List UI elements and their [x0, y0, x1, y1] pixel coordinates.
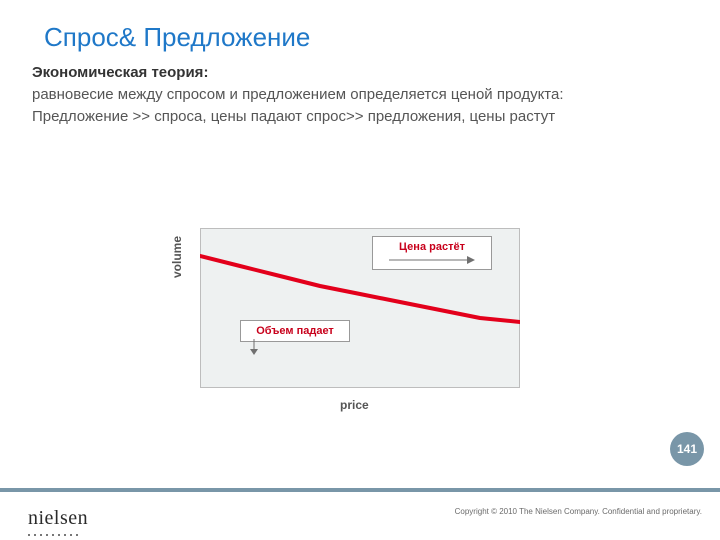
callout-price-rises: Цена растёт	[372, 236, 492, 270]
callout-price-rises-label: Цена растёт	[399, 241, 465, 253]
callout-volume-falls: Объем падает	[240, 320, 350, 342]
demand-curve-chart: volume price Цена растёт Объем падает	[200, 228, 520, 388]
page-number-badge: 141	[670, 432, 704, 466]
callout-volume-falls-label: Объем падает	[256, 325, 334, 337]
body-line-1: равновесие между спросом и предложением …	[32, 86, 564, 103]
arrow-right-icon	[387, 255, 477, 265]
slide: Спрос& Предложение Экономическая теория:…	[0, 0, 720, 540]
slide-subtitle: Экономическая теория:	[32, 64, 208, 81]
copyright-text: Copyright © 2010 The Nielsen Company. Co…	[455, 507, 702, 516]
nielsen-logo-dots	[28, 534, 78, 536]
page-number: 141	[677, 442, 697, 456]
nielsen-logo: nielsen	[28, 507, 88, 530]
y-axis-label: volume	[170, 236, 184, 278]
body-line-2: Предложение >> спроса, цены падают спрос…	[32, 108, 555, 125]
footer-bar	[0, 488, 720, 492]
x-axis-label: price	[340, 398, 369, 412]
slide-title: Спрос& Предложение	[44, 22, 310, 53]
arrow-down-icon	[249, 339, 259, 355]
